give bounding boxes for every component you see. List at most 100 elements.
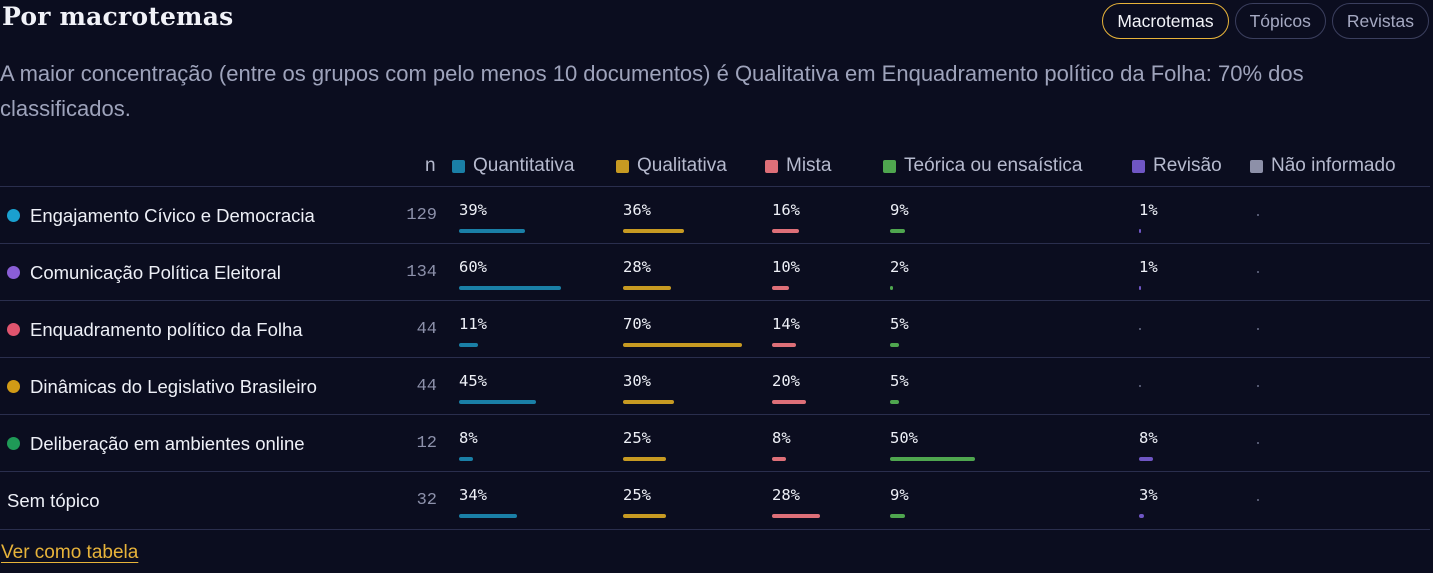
row-count: 12 [416,434,437,453]
share-value: 34% [459,486,487,504]
share-cell: 36% [623,201,684,233]
row-label: Dinâmicas do Legislativo Brasileiro [7,358,317,415]
legend-label: Revisão [1153,155,1222,176]
row-label-text: Deliberação em ambientes online [30,432,305,454]
legend-swatch [1250,159,1263,173]
legend-swatch [452,159,465,173]
table-row: Comunicação Política Eleitoral 134 60% 28% 1… [0,243,1430,301]
theme-color-dot [7,323,20,336]
share-cell: 5% [890,315,909,347]
row-label-text: Dinâmicas do Legislativo Brasileiro [30,375,317,397]
share-value: 3% [1139,486,1158,504]
share-cell: 9% [890,201,909,233]
share-cell: 50% [890,429,975,461]
share-cell: 3% [1139,486,1158,518]
share-bar [1139,514,1144,518]
share-bar [772,286,789,290]
empty-cell-marker [1257,328,1259,330]
table-row: Engajamento Cívico e Democracia 129 39% 36%… [0,186,1430,244]
share-bar [459,343,478,347]
share-value: 5% [890,372,909,390]
share-cell: 30% [623,372,674,404]
share-cell: 9% [890,486,909,518]
share-cell: 2% [890,258,909,290]
share-value: 8% [459,429,478,447]
row-count: 32 [416,491,437,510]
share-bar [459,229,525,233]
share-bar [459,514,517,518]
share-bar [623,514,666,518]
row-count: 129 [406,206,437,225]
view-as-table-link[interactable]: Ver como tabela [1,542,139,563]
n-column-header: n [425,155,436,176]
share-cell: 25% [623,486,666,518]
legend-swatch [765,159,778,173]
share-value: 70% [623,315,651,333]
share-cell: 5% [890,372,909,404]
share-cell: 28% [772,486,820,518]
share-cell: 60% [459,258,561,290]
row-label: Engajamento Cívico e Democracia [7,187,315,244]
row-count: 44 [416,320,437,339]
share-cell: 39% [459,201,525,233]
legend-label: Não informado [1271,155,1396,176]
legend-item-5: Revisão [1132,155,1222,177]
empty-cell-marker [1257,442,1259,444]
share-value: 50% [890,429,918,447]
page-title: Por macrotemas [2,2,234,31]
share-value: 39% [459,201,487,219]
share-bar [772,400,806,404]
tab-topicos[interactable]: Tópicos [1234,3,1326,39]
share-bar [1139,457,1153,461]
row-label-text: Sem tópico [7,489,100,511]
share-cell: 25% [623,429,666,461]
share-bar [623,457,666,461]
theme-color-dot [7,209,20,222]
tab-revistas[interactable]: Revistas [1331,3,1429,39]
share-cell: 16% [772,201,800,233]
share-value: 9% [890,486,909,504]
share-bar [459,286,561,290]
row-label-text: Comunicação Política Eleitoral [30,261,281,283]
view-tabs: Macrotemas Tópicos Revistas [1102,3,1429,39]
tab-macrotemas[interactable]: Macrotemas [1102,3,1229,39]
share-cell: 45% [459,372,536,404]
share-value: 60% [459,258,487,276]
share-value: 8% [772,429,791,447]
row-label-text: Engajamento Cívico e Democracia [30,204,315,226]
legend-swatch [616,159,629,173]
row-label: Enquadramento político da Folha [7,301,303,358]
share-cell: 1% [1139,201,1158,233]
table-row: Dinâmicas do Legislativo Brasileiro 44 45%… [0,357,1430,415]
row-count: 134 [406,263,437,282]
share-bar [772,457,786,461]
share-bar [1139,286,1141,290]
share-cell: 70% [623,315,742,347]
share-value: 28% [623,258,651,276]
share-value: 45% [459,372,487,390]
share-value: 10% [772,258,800,276]
share-value: 1% [1139,258,1158,276]
empty-cell-marker [1257,214,1259,216]
legend-swatch [883,159,896,173]
empty-cell-marker [1139,385,1141,387]
share-cell: 11% [459,315,487,347]
legend-swatch [1132,159,1145,173]
share-value: 2% [890,258,909,276]
table-row: Sem tópico 32 34% 25% 28% 9% 3% [0,471,1430,530]
legend-label: Quantitativa [473,155,575,176]
share-value: 16% [772,201,800,219]
share-cell: 8% [772,429,791,461]
legend-label: Teórica ou ensaística [904,155,1083,176]
theme-color-dot [7,266,20,279]
legend-label: Mista [786,155,832,176]
share-bar [459,457,473,461]
table-row: Deliberação em ambientes online 12 8% 25% 8%… [0,414,1430,472]
row-label-text: Enquadramento político da Folha [30,318,303,340]
share-bar [772,343,796,347]
share-bar [890,286,893,290]
share-bar [890,343,899,347]
table-row: Enquadramento político da Folha 44 11% 70% 1… [0,300,1430,358]
empty-cell-marker [1257,271,1259,273]
legend-item-2: Qualitativa [616,155,727,177]
